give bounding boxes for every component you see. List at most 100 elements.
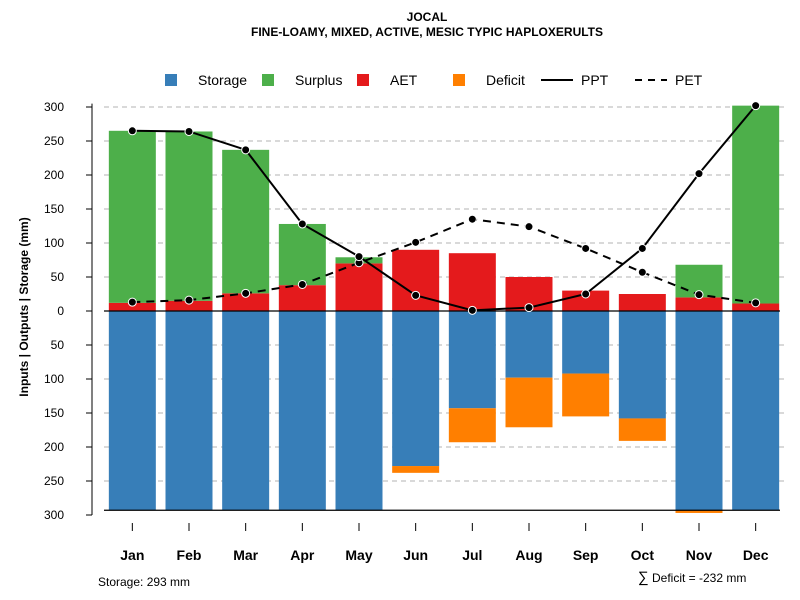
ppt-point [241,145,251,155]
y-axis-label: Inputs | Outputs | Storage (mm) [17,217,31,396]
y-tick-label: 150 [44,202,64,216]
ppt-point [694,169,704,179]
pet-point [467,214,477,224]
ppt-point [467,305,477,315]
x-tick-label: Jun [403,547,428,563]
y-tick-label: 150 [44,406,64,420]
y-tick-label: 100 [44,236,64,250]
legend-swatch-surplus [262,74,274,86]
legend-swatch-aet [357,74,369,86]
aet-bar [278,285,326,311]
deficit-bar [562,373,610,417]
deficit-bar [392,466,440,473]
x-tick-label: Jan [120,547,144,563]
deficit-bar [448,408,496,443]
footer-deficit-symbol: ∑ [638,569,649,586]
storage-bar [335,311,383,511]
ppt-point [297,219,307,229]
storage-bar [108,311,156,511]
y-tick-label: 100 [44,372,64,386]
storage-bar [618,311,666,419]
y-tick-label: 300 [44,100,64,114]
y-tick-label: 250 [44,474,64,488]
ppt-point [127,126,137,136]
footer-deficit: Deficit = -232 mm [652,571,746,585]
chart-title: JOCAL [407,10,448,24]
y-tick-label: 200 [44,168,64,182]
aet-bar [562,290,610,311]
x-tick-label: Feb [177,547,202,563]
y-tick-label: 50 [51,270,65,284]
pet-point [694,290,704,300]
aet-bar [675,297,723,311]
lines [127,101,761,315]
surplus-bar [165,131,213,301]
legend-swatch-storage [165,74,177,86]
pet-point [581,243,591,253]
storage-bar [732,311,780,511]
legend-label-ppt: PPT [581,72,609,88]
aet-bar [108,302,156,311]
ppt-point [411,290,421,300]
surplus-bar [108,130,156,303]
storage-bar [278,311,326,511]
legend-label-aet: AET [390,72,418,88]
aet-bar [448,253,496,311]
surplus-bar [222,149,270,294]
storage-bar [675,311,723,511]
legend: Storage Surplus AET Deficit PPT PET [165,72,703,88]
pet-point [241,288,251,298]
ppt-point [637,243,647,253]
deficit-bar [505,377,553,428]
ppt-point [184,126,194,136]
footer-storage: Storage: 293 mm [98,575,190,589]
x-tick-label: Sep [573,547,599,563]
y-tick-label: 300 [44,508,64,522]
x-tick-label: Mar [233,547,258,563]
aet-bar [618,294,666,311]
ppt-point [354,252,364,262]
legend-label-pet: PET [675,72,703,88]
aet-bar [335,263,383,311]
ppt-point [524,303,534,313]
deficit-bar [675,510,723,513]
pet-point [411,237,421,247]
legend-swatch-deficit [453,74,465,86]
x-tick-label: Apr [290,547,315,563]
storage-bar [165,311,213,511]
pet-point [524,222,534,232]
y-tick-label: 250 [44,134,64,148]
storage-bar [222,311,270,511]
x-tick-label: Jul [462,547,482,563]
ppt-line [132,104,757,312]
x-tick-label: Nov [686,547,713,563]
y-tick-label: 0 [57,304,64,318]
chart-subtitle: FINE-LOAMY, MIXED, ACTIVE, MESIC TYPIC H… [251,25,603,39]
legend-label-storage: Storage [198,72,247,88]
pet-point [297,279,307,289]
pet-point [184,295,194,305]
x-tick-label: May [345,547,372,563]
x-tick-label: Dec [743,547,769,563]
surplus-bar [278,223,326,286]
axes: 300 250 200 150 100 50 0 50 100 150 200 250 300 Jan Fe… [44,100,769,563]
aet-bar [222,293,270,311]
aet-bar [392,249,440,311]
y-tick-label: 50 [51,338,65,352]
pet-point [637,267,647,277]
pet-point [751,298,761,308]
surplus-bar [732,105,780,304]
storage-bar [448,311,496,409]
ppt-point [751,101,761,111]
x-tick-label: Oct [631,547,655,563]
storage-bar [562,311,610,374]
legend-label-deficit: Deficit [486,72,525,88]
legend-label-surplus: Surplus [295,72,342,88]
ppt-point [581,289,591,299]
bars [104,105,780,513]
pet-point [127,297,137,307]
storage-bar [505,311,553,378]
x-tick-label: Aug [515,547,542,563]
deficit-bar [618,418,666,441]
